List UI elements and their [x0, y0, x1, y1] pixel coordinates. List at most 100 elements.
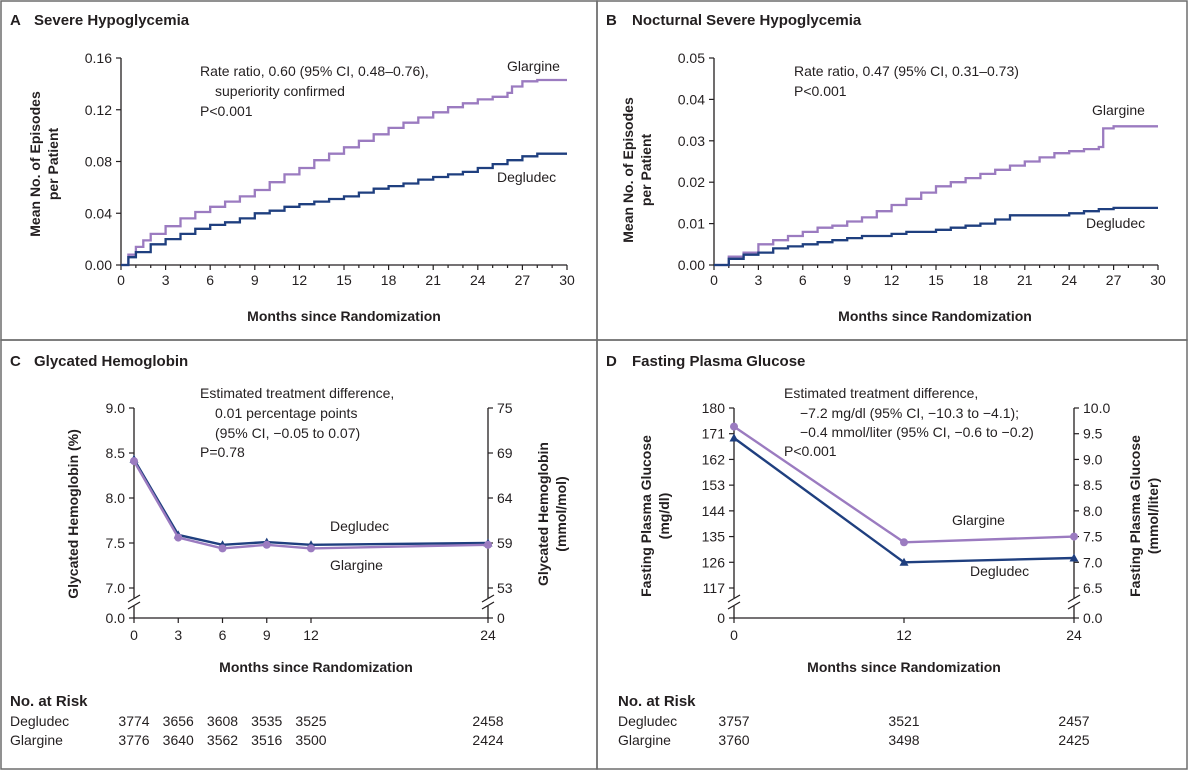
- panel-c-risk-value-glargine: 3776: [118, 732, 149, 748]
- panel-b-y-tick-label: 0.02: [678, 174, 705, 190]
- panel-c-y-tick-label-left: 9.0: [106, 400, 126, 416]
- panel-c-y-tick-label-left: 7.0: [106, 580, 126, 596]
- panel-c-series-degludec-line: [132, 458, 489, 547]
- panel-c-risk-value-glargine: 3562: [207, 732, 238, 748]
- panel-b-y-tick-label: 0.03: [678, 133, 705, 149]
- panel-d-ylabel-left-line-2: (mg/dl): [656, 493, 672, 540]
- panel-a-title: Severe Hypoglycemia: [34, 12, 190, 29]
- panel-c-series-glargine-line: [132, 460, 489, 550]
- panel-c-letter: C: [10, 353, 21, 370]
- panel-d-x-tick-label: 24: [1066, 627, 1082, 643]
- panel-b-x-tick-label: 15: [928, 272, 944, 288]
- panel-b-ylabel-line-1: Mean No. of Episodes: [620, 97, 636, 243]
- panel-c-ylabel-right-line-1: Glycated Hemoglobin: [535, 442, 551, 586]
- panel-c-annotation-line-2: 0.01 percentage points: [215, 405, 357, 421]
- panel-b-x-tick-label: 3: [755, 272, 763, 288]
- panel-d-legend-glargine: Glargine: [952, 512, 1005, 528]
- panel-b-x-tick-label: 30: [1150, 272, 1166, 288]
- panel-d-y-zero-label-left: 0: [717, 610, 725, 626]
- panel-d-y-tick-label-left: 153: [702, 477, 726, 493]
- panel-c-glargine-marker: [307, 544, 315, 553]
- panel-d-y-tick-label-left: 126: [702, 554, 726, 570]
- panel-c-y-tick-label-left: 8.5: [106, 445, 126, 461]
- panel-b-x-tick-label: 6: [799, 272, 807, 288]
- panel-a-x-tick-label: 12: [292, 272, 308, 288]
- panel-d-ylabel-right-line-2: (mmol/liter): [1145, 478, 1161, 554]
- panel-d-risk-value-degludec: 3757: [718, 713, 749, 729]
- panel-a-series-degludec-line: [121, 152, 567, 267]
- panel-c-y-tick-label-right: 59: [497, 535, 513, 551]
- panel-d-y-tick-label-right: 8.0: [1083, 503, 1103, 519]
- panel-d-x-tick-label: 12: [896, 627, 912, 643]
- panel-c-risk-value-degludec: 3608: [207, 713, 238, 729]
- panel-c-x-tick-label: 3: [174, 627, 182, 643]
- panel-d-ylabel-left-line-1: Fasting Plasma Glucose: [638, 435, 654, 597]
- panel-b-letter: B: [606, 12, 617, 29]
- panel-b-y-tick-label: 0.00: [678, 257, 705, 273]
- panel-c-axis-break-left-a: [127, 594, 141, 603]
- panel-d-y-tick-label-left: 144: [702, 503, 726, 519]
- panel-a-annotation-line-3: P<0.001: [200, 103, 253, 119]
- panel-a-x-tick-label: 0: [117, 272, 125, 288]
- panel-d-legend-degludec: Degludec: [970, 563, 1029, 579]
- panel-a-annotation-line-2: superiority confirmed: [215, 83, 345, 99]
- panel-d-axis-break-left-b: [727, 601, 741, 610]
- panel-a-letter: A: [10, 12, 21, 29]
- panel-c-risk-value-degludec: 2458: [472, 713, 503, 729]
- panel-a-y-tick-label: 0.00: [85, 257, 112, 273]
- panel-a-x-tick-label: 9: [251, 272, 259, 288]
- panel-c-title: Glycated Hemoglobin: [34, 353, 188, 370]
- panel-c-legend-glargine: Glargine: [330, 557, 383, 573]
- panel-b-x-tick-label: 24: [1061, 272, 1077, 288]
- panel-d-y-tick-label-left: 135: [702, 529, 726, 545]
- panel-a-y-tick-label: 0.16: [85, 50, 112, 66]
- panel-d-risk-value-glargine: 3760: [718, 732, 749, 748]
- panel-c-glargine-marker: [130, 457, 138, 466]
- panel-d-y-tick-label-right: 9.0: [1083, 451, 1103, 467]
- panel-a-annotation-line-1: Rate ratio, 0.60 (95% CI, 0.48–0.76),: [200, 63, 429, 79]
- panel-c-axis-break-right-b: [481, 601, 495, 610]
- panel-a-x-tick-label: 21: [425, 272, 441, 288]
- panel-c-x-tick-label: 12: [303, 627, 319, 643]
- panel-d-y-tick-label-left: 162: [702, 451, 726, 467]
- plot-layer: 0 3 6 9 12 15 18 21 24 27 300.000.040.080.120.160 3…: [85, 50, 1166, 748]
- panel-d-axis-break-right-b: [1067, 601, 1081, 610]
- panel-d-degludec-marker: [729, 433, 739, 442]
- panel-c-x-tick-label: 24: [480, 627, 496, 643]
- panel-b-title: Nocturnal Severe Hypoglycemia: [632, 12, 862, 29]
- panel-c-x-tick-label: 9: [263, 627, 271, 643]
- panel-a-ylabel-line-2: per Patient: [45, 127, 61, 200]
- panel-b-y-tick-label: 0.01: [678, 216, 705, 232]
- panel-c-risk-value-degludec: 3774: [118, 713, 149, 729]
- panel-c-y-tick-label-left: 7.5: [106, 535, 126, 551]
- panel-b-ylabel-line-2: per Patient: [638, 133, 654, 206]
- panel-c-risk-value-glargine: 3640: [163, 732, 194, 748]
- panel-d-y-tick-label-right: 7.5: [1083, 529, 1103, 545]
- panel-d-glargine-marker: [900, 538, 908, 547]
- panel-b-x-tick-label: 0: [710, 272, 718, 288]
- panel-d-y-tick-label-left: 180: [702, 400, 726, 416]
- panel-b-y-tick-label: 0.05: [678, 50, 705, 66]
- panel-d-annotation-line-4: P<0.001: [784, 443, 837, 459]
- panel-a-y-tick-label: 0.04: [85, 205, 112, 221]
- panel-d-annotation-line-1: Estimated treatment difference,: [784, 385, 978, 401]
- panel-d-y-tick-label-right: 8.5: [1083, 477, 1103, 493]
- panel-c-glargine-marker: [218, 544, 227, 553]
- panel-a-series-glargine-line: [121, 78, 567, 267]
- panel-d-x-tick-label: 0: [730, 627, 738, 643]
- panel-d-y-tick-label-left: 117: [703, 580, 726, 596]
- panel-frame-d: [596, 339, 1188, 770]
- panel-d-y-tick-label-right: 6.5: [1083, 580, 1103, 596]
- panel-c-y-tick-label-right: 75: [497, 400, 513, 416]
- panel-d-risk-value-degludec: 2457: [1058, 713, 1089, 729]
- panel-c-axis-break-left-b: [127, 601, 141, 610]
- panel-b-legend-glargine: Glargine: [1092, 102, 1145, 118]
- panel-d-letter: D: [606, 353, 617, 370]
- panel-a-xlabel: Months since Randomization: [247, 308, 441, 324]
- panel-a-x-tick-label: 30: [559, 272, 575, 288]
- panel-d-risk-row-label-degludec: Degludec: [618, 713, 677, 729]
- panel-a-legend-degludec: Degludec: [497, 169, 556, 185]
- panel-a-y-tick-label: 0.08: [85, 154, 112, 170]
- panel-c-risk-title: No. at Risk: [10, 693, 88, 710]
